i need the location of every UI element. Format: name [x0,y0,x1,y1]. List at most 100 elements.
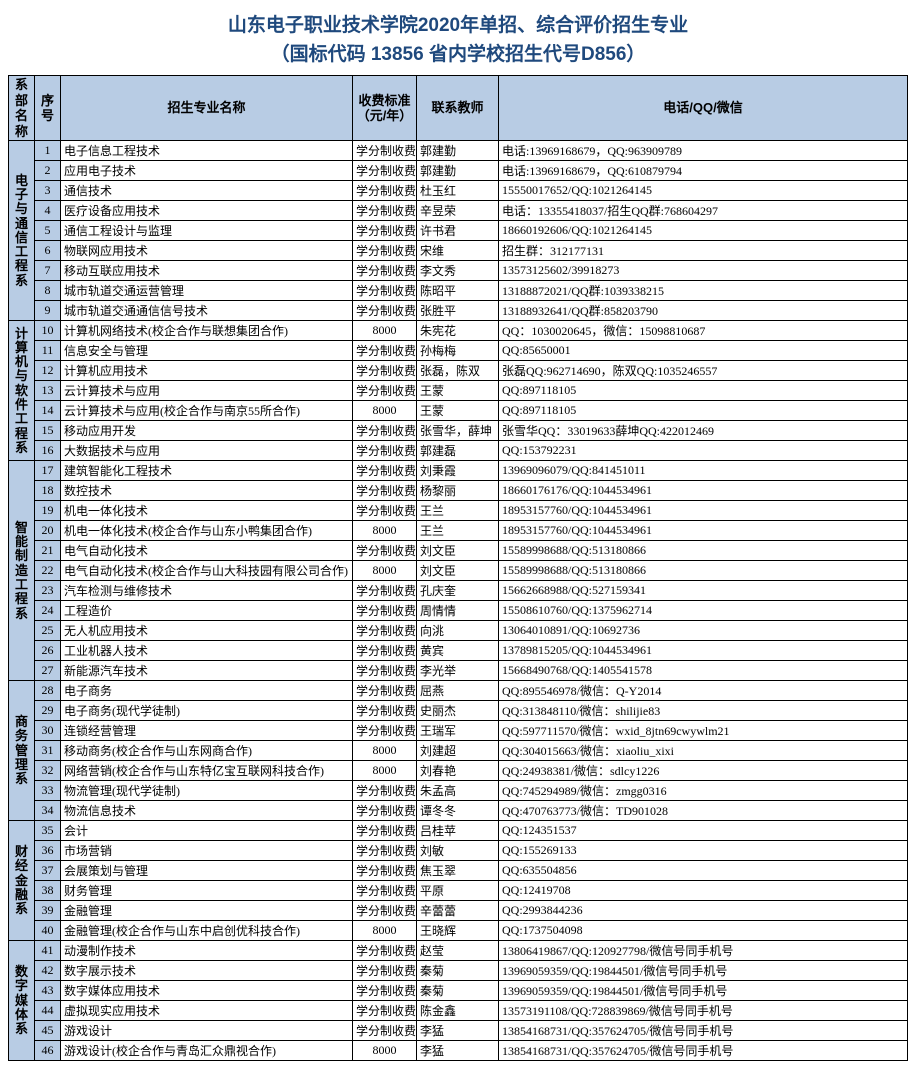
fee-cell: 学分制收费 [353,601,417,621]
contact-cell: QQ:897118105 [499,401,908,421]
dept-cell: 商务管理系 [9,681,35,821]
table-row: 7移动互联应用技术学分制收费李文秀13573125602/39918273 [9,261,908,281]
fee-cell: 学分制收费 [353,381,417,401]
major-cell: 虚拟现实应用技术 [61,1001,353,1021]
table-row: 计算机与软件工程系10计算机网络技术(校企合作与联想集团合作)8000朱宪花QQ… [9,321,908,341]
contact-cell: 招生群：312177131 [499,241,908,261]
dept-cell: 财经金融系 [9,821,35,941]
fee-cell: 8000 [353,321,417,341]
contact-cell: 电话:13969168679，QQ:610879794 [499,161,908,181]
num-cell: 8 [35,281,61,301]
contact-cell: 15662668988/QQ:527159341 [499,581,908,601]
table-row: 26工业机器人技术学分制收费黄宾13789815205/QQ:104453496… [9,641,908,661]
table-row: 25无人机应用技术学分制收费向洮13064010891/QQ:10692736 [9,621,908,641]
teacher-cell: 张胜平 [417,301,499,321]
teacher-cell: 王兰 [417,521,499,541]
teacher-cell: 陈昭平 [417,281,499,301]
major-cell: 移动互联应用技术 [61,261,353,281]
teacher-cell: 朱孟高 [417,781,499,801]
major-cell: 数控技术 [61,481,353,501]
title-line2: （国标代码 13856 省内学校招生代号D856） [271,44,646,65]
major-cell: 会展策划与管理 [61,861,353,881]
teacher-cell: 王兰 [417,501,499,521]
table-row: 12计算机应用技术学分制收费张磊，陈双张磊QQ:962714690，陈双QQ:1… [9,361,908,381]
table-row: 31移动商务(校企合作与山东网商合作)8000刘建超QQ:304015663/微… [9,741,908,761]
fee-cell: 学分制收费 [353,961,417,981]
contact-cell: 13064010891/QQ:10692736 [499,621,908,641]
num-cell: 29 [35,701,61,721]
fee-cell: 学分制收费 [353,361,417,381]
fee-cell: 学分制收费 [353,481,417,501]
header-contact: 电话/QQ/微信 [499,76,908,141]
contact-cell: 13969096079/QQ:841451011 [499,461,908,481]
num-cell: 40 [35,921,61,941]
contact-cell: 13789815205/QQ:1044534961 [499,641,908,661]
num-cell: 15 [35,421,61,441]
table-row: 15移动应用开发学分制收费张雪华，薛坤张雪华QQ：33019633薛坤QQ:42… [9,421,908,441]
contact-cell: QQ:470763773/微信：TD901028 [499,801,908,821]
major-cell: 电气自动化技术 [61,541,353,561]
table-body: 电子与通信工程系1电子信息工程技术学分制收费郭建勤电话:13969168679，… [9,141,908,1061]
major-cell: 工业机器人技术 [61,641,353,661]
teacher-cell: 平原 [417,881,499,901]
num-cell: 26 [35,641,61,661]
contact-cell: QQ:597711570/微信：wxid_8jtn69cwywlm21 [499,721,908,741]
table-row: 14云计算技术与应用(校企合作与南京55所合作)8000王蒙QQ:8971181… [9,401,908,421]
teacher-cell: 秦菊 [417,981,499,1001]
teacher-cell: 刘春艳 [417,761,499,781]
contact-cell: QQ:12419708 [499,881,908,901]
teacher-cell: 屈燕 [417,681,499,701]
table-row: 11信息安全与管理学分制收费孙梅梅QQ:85650001 [9,341,908,361]
table-header-row: 系部名称 序号 招生专业名称 收费标准（元/年） 联系教师 电话/QQ/微信 [9,76,908,141]
teacher-cell: 刘建超 [417,741,499,761]
contact-cell: QQ:124351537 [499,821,908,841]
table-row: 20机电一体化技术(校企合作与山东小鸭集团合作)8000王兰1895315776… [9,521,908,541]
table-row: 32网络营销(校企合作与山东特亿宝互联网科技合作)8000刘春艳QQ:24938… [9,761,908,781]
fee-cell: 学分制收费 [353,661,417,681]
teacher-cell: 刘秉霞 [417,461,499,481]
fee-cell: 学分制收费 [353,641,417,661]
num-cell: 7 [35,261,61,281]
major-cell: 建筑智能化工程技术 [61,461,353,481]
teacher-cell: 朱宪花 [417,321,499,341]
teacher-cell: 张雪华，薛坤 [417,421,499,441]
num-cell: 5 [35,221,61,241]
major-cell: 计算机网络技术(校企合作与联想集团合作) [61,321,353,341]
teacher-cell: 杜玉红 [417,181,499,201]
teacher-cell: 秦菊 [417,961,499,981]
fee-cell: 学分制收费 [353,281,417,301]
contact-cell: 13854168731/QQ:357624705/微信号同手机号 [499,1041,908,1061]
fee-cell: 学分制收费 [353,541,417,561]
num-cell: 16 [35,441,61,461]
num-cell: 37 [35,861,61,881]
header-major: 招生专业名称 [61,76,353,141]
num-cell: 21 [35,541,61,561]
num-cell: 3 [35,181,61,201]
header-teacher: 联系教师 [417,76,499,141]
contact-cell: 18660192606/QQ:1021264145 [499,221,908,241]
major-cell: 连锁经营管理 [61,721,353,741]
num-cell: 2 [35,161,61,181]
fee-cell: 学分制收费 [353,781,417,801]
header-fee: 收费标准（元/年） [353,76,417,141]
table-row: 38财务管理学分制收费平原QQ:12419708 [9,881,908,901]
num-cell: 39 [35,901,61,921]
num-cell: 20 [35,521,61,541]
num-cell: 28 [35,681,61,701]
contact-cell: 张磊QQ:962714690，陈双QQ:1035246557 [499,361,908,381]
num-cell: 18 [35,481,61,501]
major-cell: 移动商务(校企合作与山东网商合作) [61,741,353,761]
fee-cell: 学分制收费 [353,421,417,441]
teacher-cell: 史丽杰 [417,701,499,721]
num-cell: 23 [35,581,61,601]
contact-cell: 18953157760/QQ:1044534961 [499,521,908,541]
contact-cell: QQ：1030020645，微信：15098810687 [499,321,908,341]
teacher-cell: 王晓辉 [417,921,499,941]
teacher-cell: 李猛 [417,1041,499,1061]
contact-cell: 18660176176/QQ:1044534961 [499,481,908,501]
contact-cell: QQ:313848110/微信：shilijie83 [499,701,908,721]
major-cell: 网络营销(校企合作与山东特亿宝互联网科技合作) [61,761,353,781]
table-row: 8城市轨道交通运营管理学分制收费陈昭平13188872021/QQ群:10393… [9,281,908,301]
table-row: 43数字媒体应用技术学分制收费秦菊13969059359/QQ:19844501… [9,981,908,1001]
teacher-cell: 谭冬冬 [417,801,499,821]
